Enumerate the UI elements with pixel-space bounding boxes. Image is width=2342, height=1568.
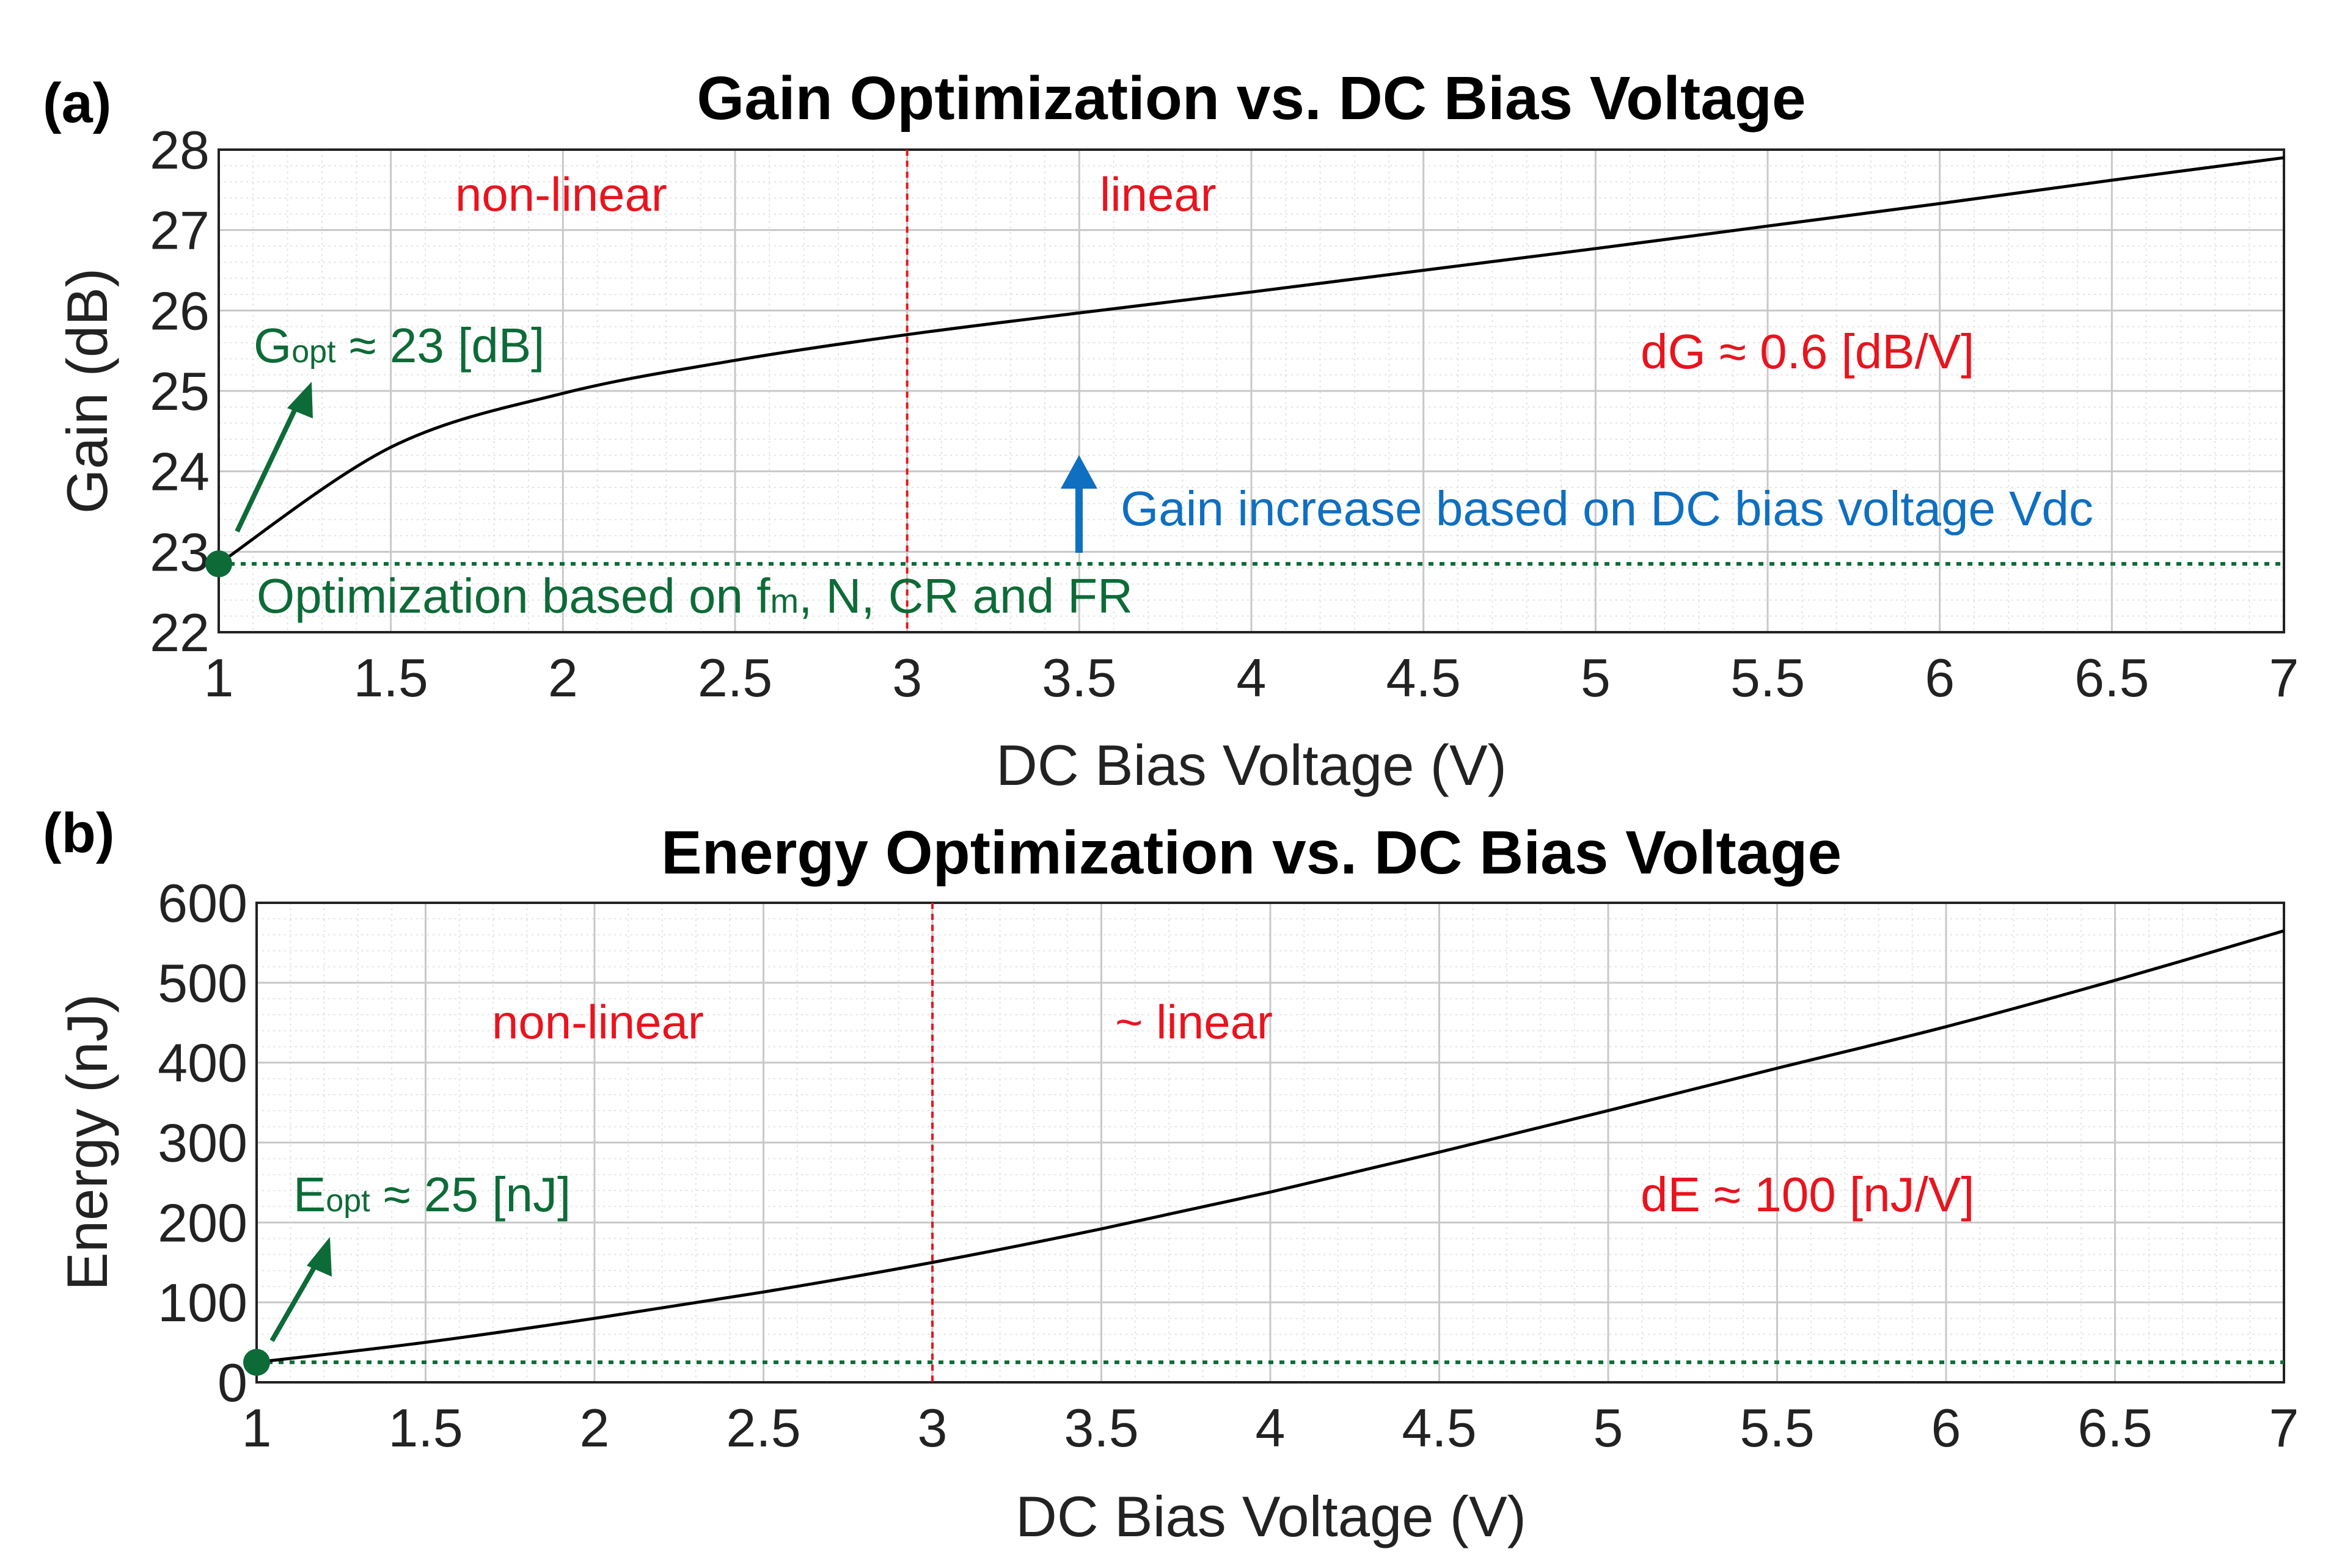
gain-x-tick-label: 4 [1237, 647, 1267, 708]
energy-x-tick-label: 2 [580, 1398, 610, 1458]
gain-x-tick-label: 6.5 [2074, 647, 2149, 708]
gain-panel-label: (a) [43, 72, 111, 134]
energy-y-axis-label: Energy (nJ) [55, 994, 119, 1291]
gain-chart: 1 1.5 2 2.5 3 3.5 4 4.5 5 5.5 6 6.5 722232425262728 … [43, 64, 2299, 797]
energy-opt-label: Eopt ≈ 25 [nJ] [293, 1167, 571, 1222]
gain-x-tick-label: 5.5 [1730, 647, 1805, 708]
gain-region-nonlinear-label: non-linear [455, 167, 667, 221]
gain-x-tick-label: 5 [1581, 647, 1611, 708]
gain-y-tick-label: 22 [150, 602, 210, 663]
energy-plot-frame [255, 902, 2285, 1384]
energy-curve [256, 929, 2285, 1364]
energy-opt-arrow [269, 1260, 320, 1342]
energy-x-tick-label: 6.5 [2077, 1398, 2152, 1458]
gain-x-tick-label: 1.5 [353, 647, 428, 708]
gain-y-tick-label: 27 [150, 200, 210, 261]
gain-chart-title: Gain Optimization vs. DC Bias Voltage [697, 64, 1806, 133]
gain-y-tick-label: 23 [150, 522, 210, 582]
energy-y-tick-label: 500 [158, 953, 247, 1013]
gain-slope-label: dG ≈ 0.6 [dB/V] [1641, 324, 1974, 379]
gain-x-tick-label: 3 [892, 647, 922, 708]
energy-region-nonlinear-label: non-linear [492, 995, 704, 1049]
energy-chart: 1 1.5 2 2.5 3 3.5 4 4.5 5 5.5 6 6.5 7 0 100 200 300 400 50… [43, 802, 2299, 1548]
gain-x-axis-label: DC Bias Voltage (V) [996, 733, 1507, 797]
energy-y-tick-label: 300 [158, 1113, 247, 1173]
energy-tick-labels: 1 1.5 2 2.5 3 3.5 4 4.5 5 5.5 6 6.5 7 0 100 200 300 400 50… [158, 873, 2299, 1458]
energy-y-tick-label: 100 [158, 1272, 247, 1333]
energy-x-tick-label: 3.5 [1064, 1398, 1138, 1458]
energy-x-tick-label: 1.5 [388, 1398, 463, 1458]
gain-opt-point [205, 550, 232, 578]
gain-x-tick-label: 4.5 [1386, 647, 1460, 708]
energy-panel-label: (b) [43, 802, 114, 864]
energy-x-tick-label: 3 [918, 1398, 948, 1458]
energy-chart-title: Energy Optimization vs. DC Bias Voltage [661, 819, 1842, 887]
gain-x-tick-label: 2 [548, 647, 578, 708]
gain-increase-label: Gain increase based on DC bias voltage V… [1121, 481, 2093, 536]
gain-opt-label: Gopt ≈ 23 [dB] [254, 318, 544, 373]
energy-x-tick-label: 5.5 [1740, 1398, 1814, 1458]
gain-x-tick-label: 3.5 [1042, 647, 1116, 708]
gain-y-tick-label: 24 [150, 442, 210, 502]
energy-x-axis-label: DC Bias Voltage (V) [1015, 1484, 1526, 1548]
gain-increase-arrow-head [1061, 455, 1097, 489]
energy-opt-point [243, 1349, 270, 1376]
energy-x-tick-label: 7 [2269, 1398, 2299, 1458]
gain-opt-arrow [235, 399, 302, 533]
gain-y-tick-label: 28 [150, 120, 210, 180]
energy-y-tick-label: 0 [218, 1352, 247, 1413]
energy-x-tick-label: 5 [1594, 1398, 1623, 1458]
gain-region-linear-label: linear [1100, 167, 1217, 221]
gain-x-tick-label: 1 [204, 647, 234, 708]
energy-x-tick-label: 4.5 [1402, 1398, 1476, 1458]
gain-x-tick-label: 6 [1925, 647, 1955, 708]
energy-slope-label: dE ≈ 100 [nJ/V] [1641, 1167, 1974, 1222]
energy-y-tick-label: 600 [158, 873, 247, 933]
energy-y-tick-label: 200 [158, 1192, 247, 1253]
energy-x-tick-label: 4 [1256, 1398, 1286, 1458]
gain-plot-frame [218, 148, 2285, 633]
energy-x-tick-label: 6 [1931, 1398, 1961, 1458]
energy-grid [255, 902, 2285, 1384]
gain-y-tick-label: 25 [150, 361, 210, 421]
energy-x-tick-label: 1 [242, 1398, 272, 1458]
gain-y-axis-label: Gain (dB) [55, 268, 119, 514]
gain-x-tick-label: 2.5 [698, 647, 772, 708]
energy-region-linear-label: ~ linear [1115, 995, 1273, 1049]
gain-y-tick-label: 26 [150, 280, 210, 341]
gain-tick-labels: 1 1.5 2 2.5 3 3.5 4 4.5 5 5.5 6 6.5 7 22 23 24 25 26 27 28 [150, 120, 2299, 708]
gain-opt-arrow-head [287, 382, 313, 418]
energy-opt-arrow-head [307, 1237, 332, 1277]
gain-curve [218, 156, 2285, 566]
energy-x-tick-label: 2.5 [726, 1398, 800, 1458]
energy-y-tick-label: 400 [158, 1033, 247, 1093]
gain-optimization-label: Optimization based on fm, N, CR and FR [257, 569, 1133, 623]
gain-x-tick-label: 7 [2269, 647, 2299, 708]
gain-grid [218, 148, 2285, 633]
